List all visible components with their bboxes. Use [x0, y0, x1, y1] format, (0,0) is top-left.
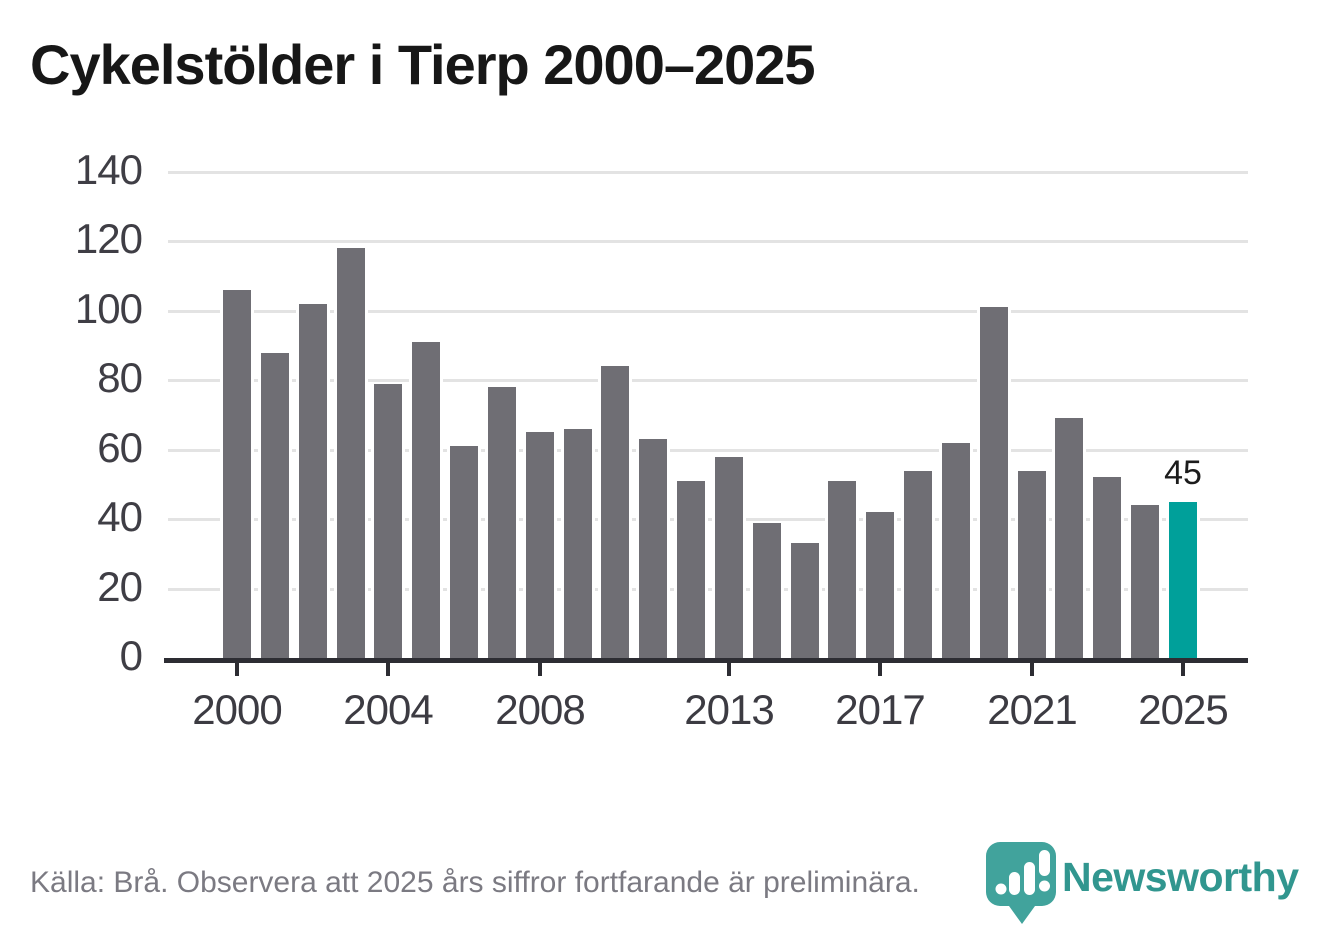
x-axis-label: 2025 — [1138, 686, 1228, 733]
gridline-40 — [168, 518, 1248, 522]
bar-2002 — [296, 304, 330, 658]
bar-2011 — [636, 439, 670, 658]
x-axis-label: 2008 — [495, 686, 585, 733]
bar-2018 — [901, 471, 935, 658]
x-axis-line — [164, 658, 1248, 663]
y-axis-label: 80 — [97, 354, 143, 402]
newsworthy-wordmark: Newsworthy — [1062, 854, 1299, 900]
y-axis-label: 100 — [74, 284, 143, 332]
gridline-140 — [168, 171, 1248, 174]
bar-2004 — [371, 384, 405, 658]
x-tick-2017 — [878, 663, 882, 676]
bar-2013 — [712, 457, 746, 658]
bar-2009 — [561, 429, 595, 658]
bar-2017 — [863, 512, 897, 658]
x-axis-label: 2000 — [192, 686, 282, 733]
newsworthy-pin-icon — [986, 842, 1056, 924]
bar-2000 — [220, 290, 254, 658]
bar-2005 — [409, 342, 443, 658]
gridline-80 — [168, 379, 1248, 383]
x-tick-2013 — [727, 663, 731, 676]
x-tick-2004 — [386, 663, 390, 676]
x-tick-2008 — [538, 663, 542, 676]
x-axis-label: 2013 — [684, 686, 774, 733]
bar-2003 — [334, 248, 368, 658]
y-axis-label: 0 — [119, 632, 143, 679]
x-tick-2021 — [1030, 663, 1034, 676]
bar-2022 — [1052, 418, 1086, 658]
bar-2012 — [674, 481, 708, 658]
bar-2021 — [1015, 471, 1049, 658]
y-axis-label: 60 — [97, 423, 143, 471]
source-note: Källa: Brå. Observera att 2025 års siffr… — [30, 866, 920, 899]
bar-2008 — [523, 432, 557, 658]
bar-2010 — [598, 366, 632, 658]
x-axis-label: 2021 — [987, 686, 1077, 733]
bar-2016 — [825, 481, 859, 658]
x-axis-label: 2017 — [835, 686, 925, 733]
x-axis-label: 2004 — [343, 686, 433, 733]
highlight-value-label: 45 — [1164, 454, 1202, 492]
y-axis-label: 40 — [97, 493, 143, 541]
gridline-100 — [168, 309, 1248, 313]
x-tick-2000 — [235, 663, 239, 676]
y-axis-label: 140 — [74, 146, 143, 193]
gridline-20 — [168, 587, 1248, 591]
y-axis-label: 20 — [97, 562, 143, 610]
y-axis-label: 120 — [74, 215, 143, 263]
bar-2006 — [447, 446, 481, 658]
page-title: Cykelstölder i Tierp 2000–2025 — [30, 33, 816, 96]
x-tick-2025 — [1181, 663, 1185, 676]
bar-2001 — [258, 353, 292, 658]
bar-2015 — [788, 543, 822, 658]
bar-2014 — [750, 523, 784, 658]
bar-2019 — [939, 443, 973, 658]
bar-2007 — [485, 387, 519, 658]
gridline-60 — [168, 448, 1248, 452]
newsworthy-logo: Newsworthy — [984, 840, 1299, 926]
bar-2025 — [1166, 502, 1200, 658]
bar-2023 — [1090, 477, 1124, 658]
gridline-120 — [168, 240, 1248, 244]
bar-2020 — [977, 307, 1011, 658]
bar-2024 — [1128, 505, 1162, 658]
